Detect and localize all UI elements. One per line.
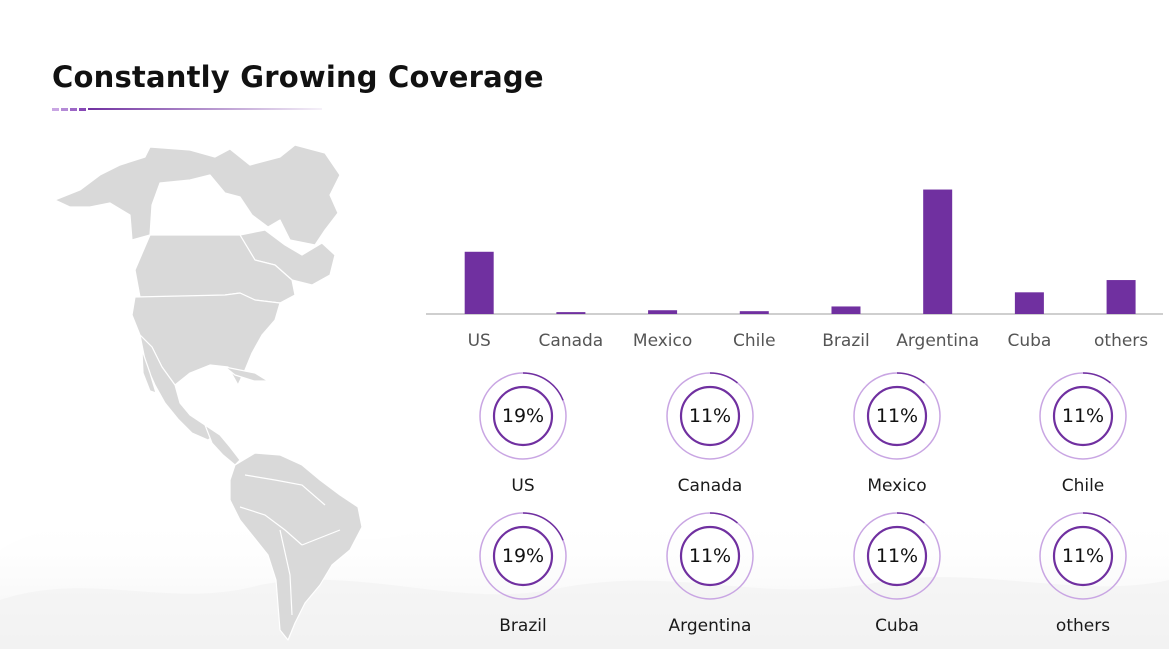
bar-chart: US Canada Mexico Chile Brazil Argentina Cuba ot… bbox=[426, 189, 1163, 351]
percent-label: 11% bbox=[876, 545, 918, 567]
share-arc bbox=[853, 512, 941, 600]
percent-ring: 11% bbox=[1039, 512, 1127, 600]
share-arc bbox=[1039, 372, 1127, 460]
share-arc bbox=[479, 372, 567, 460]
gauge-brazil: 19% Brazil bbox=[468, 510, 578, 636]
inner-ring bbox=[866, 525, 928, 587]
percent-ring: 11% bbox=[666, 372, 754, 460]
gauge-mexico: 11% Mexico bbox=[842, 370, 952, 496]
percent-ring: 19% bbox=[479, 372, 567, 460]
x-tick-label: Cuba bbox=[1007, 331, 1051, 351]
gauge-argentina: 11% Argentina bbox=[655, 510, 765, 636]
x-tick-label: Argentina bbox=[896, 331, 979, 351]
x-tick-label: US bbox=[468, 331, 491, 351]
percent-label: 19% bbox=[502, 405, 544, 427]
inner-ring bbox=[679, 525, 741, 587]
inner-ring bbox=[492, 385, 554, 447]
inner-ring bbox=[1052, 525, 1114, 587]
share-arc bbox=[853, 372, 941, 460]
percent-label: 11% bbox=[1062, 405, 1104, 427]
percent-label: 11% bbox=[689, 405, 731, 427]
bar-chile bbox=[739, 311, 769, 314]
gauge-country-label: Chile bbox=[1061, 476, 1105, 496]
gauge-country-label: Mexico bbox=[867, 476, 927, 496]
x-tick-label: Mexico bbox=[633, 331, 692, 351]
title-underline bbox=[52, 108, 322, 111]
inner-ring bbox=[1052, 385, 1114, 447]
share-arc bbox=[666, 512, 754, 600]
gauge-country-label: Cuba bbox=[875, 616, 919, 636]
page-title: Constantly Growing Coverage bbox=[52, 60, 544, 94]
percent-label: 11% bbox=[689, 545, 731, 567]
bar-mexico bbox=[648, 310, 678, 314]
gauge-canada: 11% Canada bbox=[655, 370, 765, 496]
gauge-country-label: Argentina bbox=[668, 616, 752, 636]
gauge-cuba: 11% Cuba bbox=[842, 510, 952, 636]
inner-ring bbox=[679, 385, 741, 447]
bar-cuba bbox=[1014, 292, 1044, 314]
percent-ring: 19% bbox=[479, 512, 567, 600]
percent-ring: 11% bbox=[853, 512, 941, 600]
percent-label: 11% bbox=[876, 405, 918, 427]
percent-ring: 11% bbox=[666, 512, 754, 600]
inner-ring bbox=[866, 385, 928, 447]
share-arc bbox=[479, 512, 567, 600]
bar-brazil bbox=[831, 306, 861, 314]
gauge-country-label: US bbox=[511, 476, 535, 496]
americas-map-icon bbox=[54, 144, 363, 641]
percent-label: 19% bbox=[502, 545, 544, 567]
share-arc bbox=[1039, 512, 1127, 600]
bar-argentina bbox=[923, 189, 953, 314]
bar-others bbox=[1106, 280, 1136, 314]
gauge-chile: 11% Chile bbox=[1028, 370, 1138, 496]
bar-canada bbox=[556, 312, 586, 314]
gauge-others: 11% others bbox=[1028, 510, 1138, 636]
percent-ring: 11% bbox=[853, 372, 941, 460]
x-tick-label: Canada bbox=[539, 331, 604, 351]
gauge-us: 19% US bbox=[468, 370, 578, 496]
x-tick-label: others bbox=[1094, 331, 1148, 351]
gauge-country-label: others bbox=[1055, 616, 1111, 636]
share-arc bbox=[666, 372, 754, 460]
gauge-country-label: Canada bbox=[677, 476, 743, 496]
inner-ring bbox=[492, 525, 554, 587]
gauge-country-label: Brazil bbox=[499, 616, 547, 636]
x-tick-label: Brazil bbox=[822, 331, 869, 351]
bar-us bbox=[464, 251, 494, 314]
percent-label: 11% bbox=[1062, 545, 1104, 567]
percent-ring: 11% bbox=[1039, 372, 1127, 460]
x-tick-label: Chile bbox=[733, 331, 776, 351]
